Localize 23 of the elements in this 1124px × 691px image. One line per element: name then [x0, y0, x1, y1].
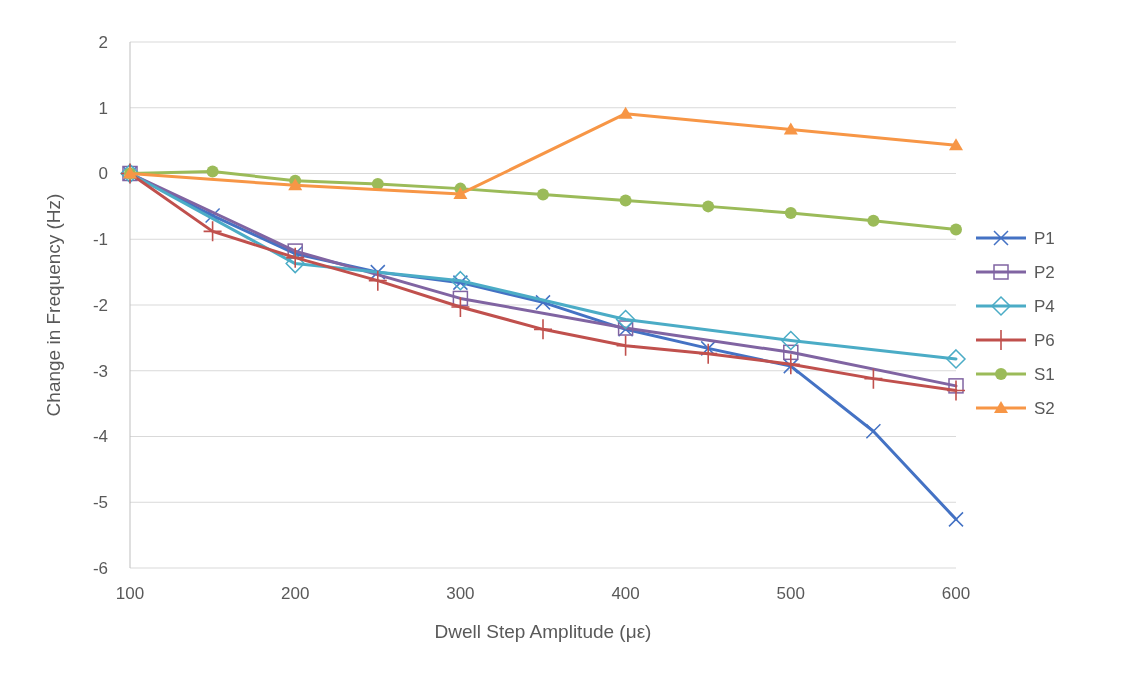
x-tick-label: 300: [446, 584, 475, 603]
y-tick-label: 0: [98, 164, 108, 184]
x-axis-title: Dwell Step Amplitude (με): [434, 621, 652, 642]
y-axis-title: Change in Frequency (Hz): [43, 193, 64, 417]
y-tick-label: -1: [92, 230, 108, 250]
x-tick-label: 400: [611, 584, 640, 603]
legend-label: P4: [1034, 296, 1055, 316]
y-tick-label: -5: [92, 493, 108, 513]
y-tick-label: 2: [98, 32, 108, 52]
y-tick-label: 1: [98, 98, 108, 118]
y-tick-label: -2: [92, 295, 108, 315]
y-tick-label: -3: [92, 361, 108, 381]
y-tick-label: -4: [92, 427, 108, 447]
legend-label: S1: [1034, 364, 1055, 384]
legend-label: S2: [1034, 398, 1055, 418]
legend-label: P1: [1034, 228, 1055, 248]
legend-label: P2: [1034, 262, 1055, 282]
legend-label: P6: [1034, 330, 1055, 350]
y-tick-label: -6: [92, 558, 108, 578]
x-tick-label: 200: [281, 584, 310, 603]
x-tick-label: 100: [115, 584, 145, 603]
x-tick-label: 600: [941, 584, 971, 603]
x-tick-label: 500: [776, 584, 805, 603]
